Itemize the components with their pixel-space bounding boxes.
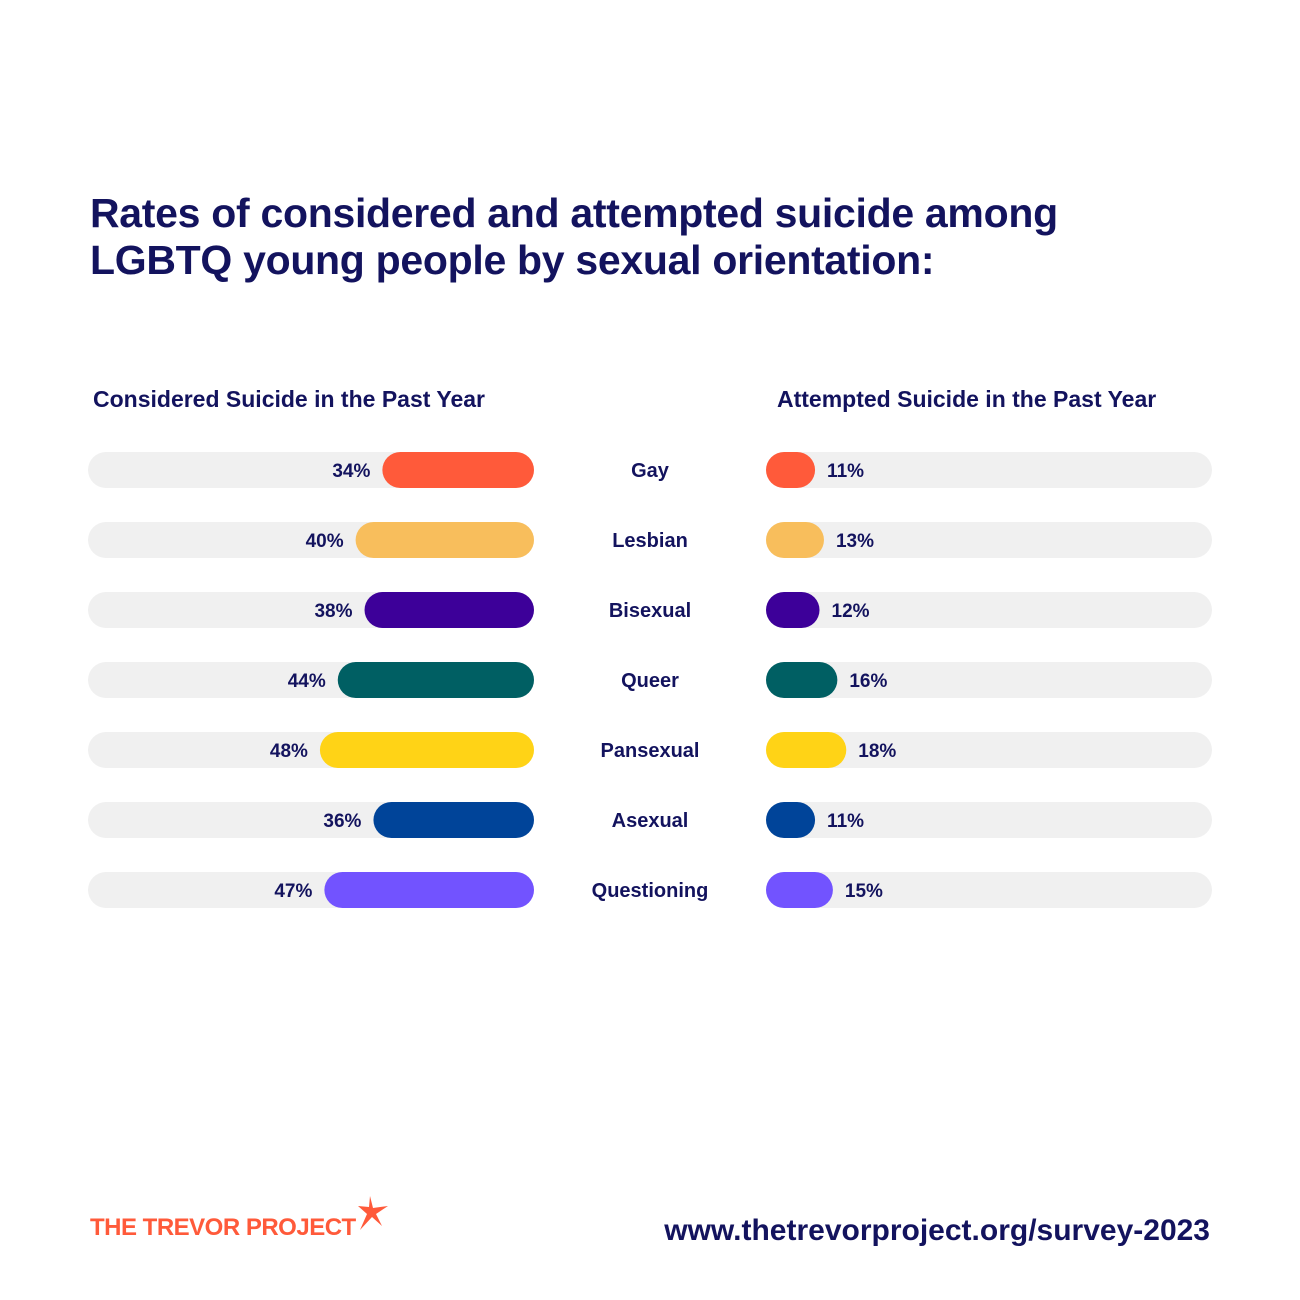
logo-wordmark: THE TREVOR PROJECT — [90, 1214, 356, 1241]
attempted-track-questioning — [766, 872, 1212, 908]
considered-value-label: 34% — [332, 461, 370, 482]
attempted-value-label: 11% — [827, 461, 864, 482]
survey-url-link[interactable]: www.thetrevorproject.org/survey-2023 — [664, 1214, 1210, 1247]
attempted-bar-bisexual — [766, 592, 820, 628]
category-label: Asexual — [612, 810, 689, 832]
attempted-bar-queer — [766, 662, 838, 698]
attempted-value-label: 11% — [827, 811, 864, 832]
attempted-track-gay — [766, 452, 1212, 488]
considered-value-label: 36% — [323, 811, 361, 832]
chart-title: Rates of considered and attempted suicid… — [90, 190, 1058, 283]
trevor-project-logo[interactable]: THE TREVOR PROJECT — [90, 1196, 400, 1246]
attempted-bar-questioning — [766, 872, 833, 908]
attempted-bar-asexual — [766, 802, 816, 838]
category-label: Queer — [621, 670, 679, 692]
attempted-track-bisexual — [766, 592, 1212, 628]
considered-bar-asexual — [373, 802, 534, 838]
attempted-value-label: 18% — [858, 741, 896, 762]
considered-value-label: 48% — [270, 741, 308, 762]
attempted-bar-pansexual — [766, 732, 847, 768]
attempted-bar-gay — [766, 452, 816, 488]
category-label: Questioning — [592, 880, 709, 902]
category-label: Bisexual — [609, 600, 691, 622]
considered-bar-gay — [382, 452, 534, 488]
considered-value-label: 44% — [288, 671, 326, 692]
category-label: Lesbian — [612, 530, 688, 552]
star-icon — [358, 1196, 388, 1230]
considered-bar-lesbian — [355, 522, 534, 558]
considered-bar-pansexual — [319, 732, 534, 768]
attempted-value-label: 13% — [836, 531, 874, 552]
considered-value-label: 47% — [274, 881, 312, 902]
category-label: Gay — [631, 460, 670, 482]
considered-value-label: 38% — [314, 601, 352, 622]
attempted-track-lesbian — [766, 522, 1212, 558]
attempted-column-header: Attempted Suicide in the Past Year — [777, 386, 1157, 412]
attempted-bar-lesbian — [766, 522, 824, 558]
attempted-track-asexual — [766, 802, 1212, 838]
category-label: Pansexual — [601, 740, 700, 762]
attempted-value-label: 15% — [845, 881, 883, 902]
considered-bar-bisexual — [364, 592, 534, 628]
attempted-track-pansexual — [766, 732, 1212, 768]
considered-column-header: Considered Suicide in the Past Year — [93, 386, 485, 412]
considered-value-label: 40% — [306, 531, 344, 552]
attempted-track-queer — [766, 662, 1212, 698]
considered-bar-queer — [337, 662, 534, 698]
attempted-value-label: 12% — [832, 601, 870, 622]
attempted-value-label: 16% — [849, 671, 887, 692]
considered-bar-questioning — [324, 872, 534, 908]
